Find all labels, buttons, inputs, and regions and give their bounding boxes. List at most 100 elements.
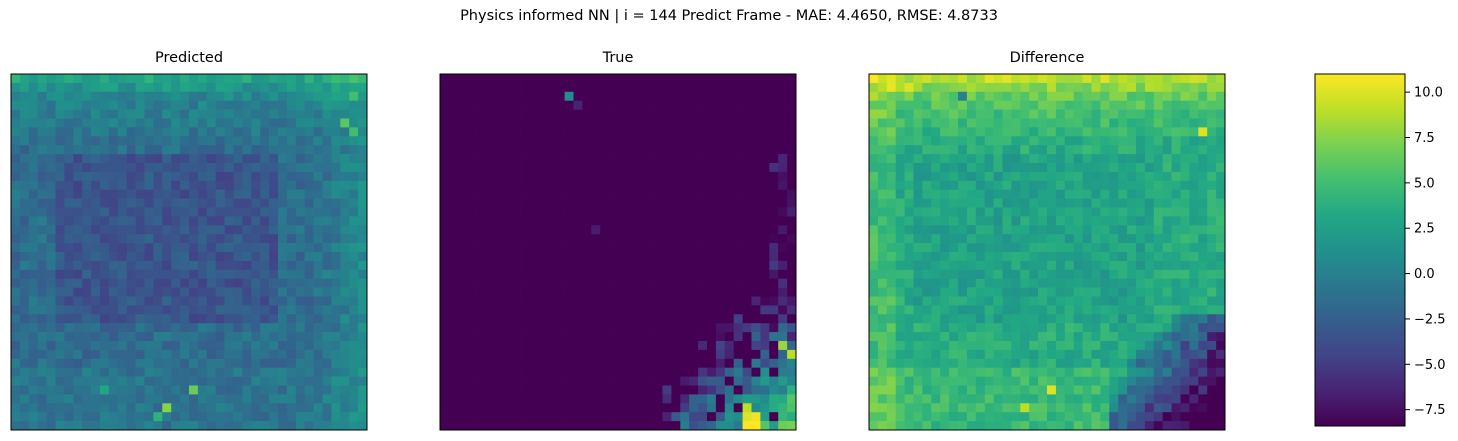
heatmap-cell xyxy=(304,260,314,271)
heatmap-cell xyxy=(269,305,279,315)
heatmap-cell xyxy=(224,252,234,262)
heatmap-cell xyxy=(904,198,914,208)
heatmap-cell xyxy=(1216,341,1226,351)
heatmap-cell xyxy=(1047,314,1057,324)
heatmap-cell xyxy=(564,243,574,253)
heatmap-cell xyxy=(251,252,261,262)
heatmap-cell xyxy=(340,349,350,360)
heatmap-cell xyxy=(698,127,708,137)
heatmap-cell xyxy=(260,412,270,422)
heatmap-cell xyxy=(340,154,350,164)
heatmap-cell xyxy=(591,243,601,253)
heatmap-cell xyxy=(635,252,646,262)
heatmap-cell xyxy=(1091,225,1101,235)
heatmap-cell xyxy=(724,163,735,173)
heatmap-cell xyxy=(242,145,252,155)
heatmap-cell xyxy=(1029,109,1039,119)
heatmap-cell xyxy=(1029,403,1039,413)
heatmap-cell xyxy=(171,349,181,360)
heatmap-cell xyxy=(197,180,208,191)
heatmap-cell xyxy=(733,287,743,297)
heatmap-cell xyxy=(958,412,968,422)
heatmap-cell xyxy=(215,198,225,208)
heatmap-cell xyxy=(546,234,557,244)
heatmap-cell xyxy=(1091,394,1101,404)
heatmap-cell xyxy=(555,118,565,128)
heatmap-cell xyxy=(769,225,779,235)
heatmap-cell xyxy=(529,421,539,431)
heatmap-cell xyxy=(242,305,252,315)
heatmap-cell xyxy=(1011,403,1021,413)
heatmap-cell xyxy=(1144,207,1155,217)
heatmap-cell xyxy=(100,305,110,315)
heatmap-cell xyxy=(162,332,172,342)
heatmap-cell xyxy=(537,376,548,386)
heatmap-cell xyxy=(82,287,92,297)
heatmap-cell xyxy=(46,260,56,271)
heatmap-cell xyxy=(1038,278,1048,288)
heatmap-cell xyxy=(671,421,681,431)
heatmap-cell xyxy=(1171,109,1181,119)
heatmap-cell xyxy=(904,189,914,199)
heatmap-cell xyxy=(1082,189,1092,199)
heatmap-cell xyxy=(537,145,548,155)
heatmap-cell xyxy=(278,118,288,128)
heatmap-cell xyxy=(153,216,163,226)
heatmap-cell xyxy=(555,341,565,351)
heatmap-cell xyxy=(1118,145,1128,155)
heatmap-cell xyxy=(46,189,56,199)
heatmap-cell xyxy=(511,207,521,217)
heatmap-cell xyxy=(760,118,770,128)
heatmap-cell xyxy=(322,403,332,413)
heatmap-cell xyxy=(1127,100,1137,110)
heatmap-cell xyxy=(1118,287,1128,297)
heatmap-cell xyxy=(1100,171,1110,182)
heatmap-cell xyxy=(108,136,119,146)
heatmap-cell xyxy=(609,189,619,199)
heatmap-cell xyxy=(100,154,110,164)
heatmap-cell xyxy=(19,82,30,93)
heatmap-cell xyxy=(760,189,770,199)
heatmap-cell xyxy=(1047,136,1057,146)
heatmap-cell xyxy=(1100,74,1110,84)
heatmap-cell xyxy=(564,198,574,208)
heatmap-cell xyxy=(331,332,341,342)
heatmap-cell xyxy=(1020,403,1030,413)
heatmap-cell xyxy=(546,376,557,386)
heatmap-cell xyxy=(733,358,743,369)
heatmap-cell xyxy=(11,252,21,262)
heatmap-cell xyxy=(529,367,539,377)
heatmap-cell xyxy=(304,367,314,377)
heatmap-cell xyxy=(502,278,512,288)
heatmap-cell xyxy=(1162,332,1172,342)
heatmap-cell xyxy=(313,323,323,333)
heatmap-cell xyxy=(224,385,234,395)
heatmap-cell xyxy=(1091,171,1101,182)
heatmap-cell xyxy=(502,163,512,173)
heatmap-cell xyxy=(466,260,476,271)
heatmap-cell xyxy=(242,323,252,333)
heatmap-cell xyxy=(135,243,145,253)
heatmap-cell xyxy=(689,154,699,164)
heatmap-cell xyxy=(233,145,243,155)
heatmap-cell xyxy=(215,314,225,324)
heatmap-cell xyxy=(555,349,565,360)
colorbar: −7.5−5.0−2.50.02.55.07.510.0 xyxy=(1314,73,1446,427)
heatmap-cell xyxy=(742,225,752,235)
heatmap-cell xyxy=(502,305,512,315)
heatmap-cell xyxy=(546,207,557,217)
heatmap-cell xyxy=(949,127,959,137)
heatmap-cell xyxy=(653,332,663,342)
heatmap-cell xyxy=(457,180,468,191)
heatmap-cell xyxy=(349,367,359,377)
heatmap-cell xyxy=(206,305,217,315)
heatmap-cell xyxy=(958,278,968,288)
heatmap-cell xyxy=(126,296,136,306)
heatmap-cell xyxy=(1216,358,1226,369)
heatmap-cell xyxy=(913,225,923,235)
heatmap-cell xyxy=(224,412,234,422)
heatmap-cell xyxy=(877,349,888,360)
heatmap-cell xyxy=(304,82,314,93)
heatmap-cell xyxy=(940,421,950,431)
heatmap-cell xyxy=(1091,216,1101,226)
